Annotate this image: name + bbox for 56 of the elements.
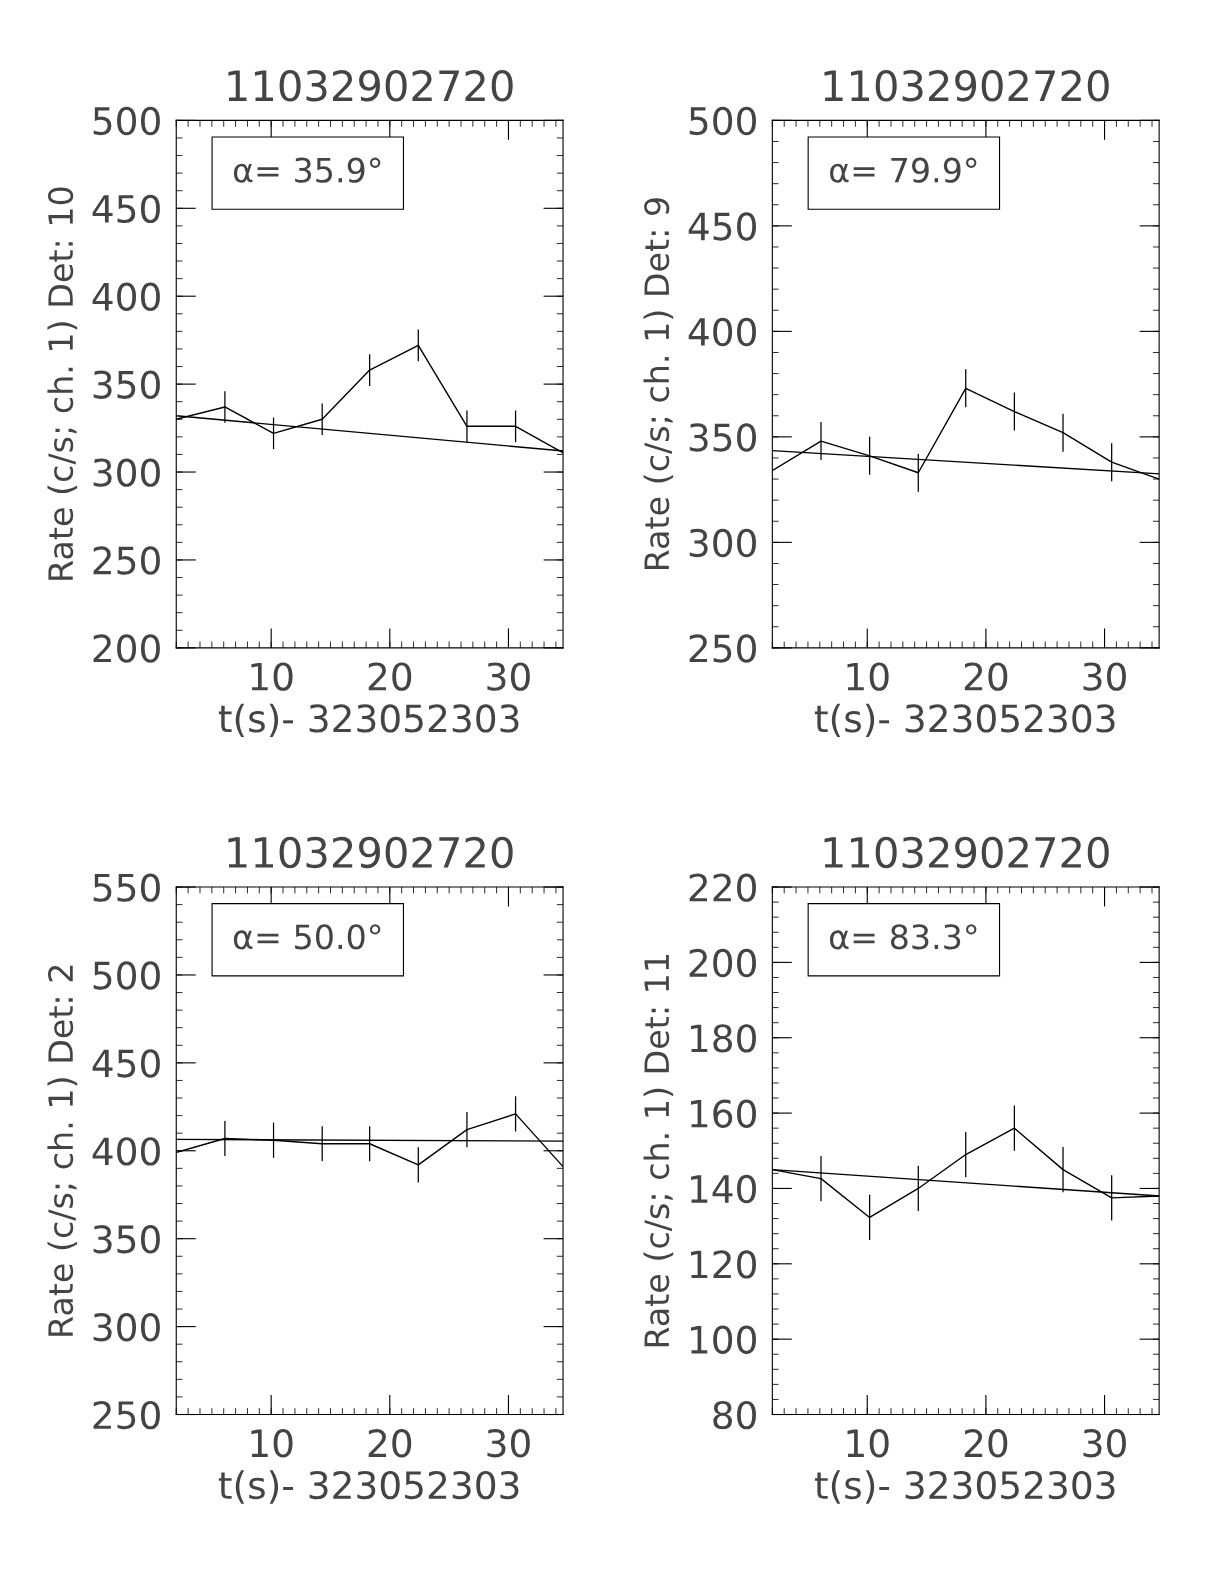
y-tick-label: 350 (93, 1225, 160, 1254)
y-axis-title: Rate (c/s; ch. 1) Det: 11 (643, 955, 674, 1347)
y-tick-label: 450 (92, 194, 160, 224)
y-tick-label: 550 (93, 873, 160, 902)
annotation: α= 79.9° (830, 157, 977, 183)
y-tick-label: 100 (691, 1325, 756, 1354)
y-tick-label: 250 (689, 634, 756, 663)
y-axis-title: Rate (c/s; ch. 1) Det: 9 (643, 198, 674, 570)
y-tick-label: 250 (93, 1400, 160, 1430)
y-tick-label: 450 (688, 212, 756, 241)
x-tick-label: 30 (1083, 662, 1126, 691)
y-tick-label: 350 (93, 370, 160, 399)
x-tick-label: 30 (487, 662, 530, 691)
chart-title: 11032902720 (228, 836, 513, 869)
y-tick-label: 220 (689, 873, 756, 902)
y-tick-label: 400 (92, 282, 160, 311)
y-tick-label: 160 (691, 1099, 756, 1128)
y-axis-title: Rate (c/s; ch. 1) Det: 2 (47, 965, 78, 1336)
annotation: α= 35.9° (233, 157, 381, 183)
y-tick-label: 120 (691, 1250, 756, 1279)
x-tick-label: 10 (847, 1429, 889, 1458)
y-tick-label: 200 (689, 948, 756, 978)
x-axis-title: t(s)- 323052303 (218, 1470, 519, 1504)
y-tick-label: 450 (92, 1049, 160, 1078)
y-tick-label: 300 (93, 458, 160, 487)
annotation: α= 83.3° (830, 924, 977, 950)
annotation: α= 50.0° (233, 924, 381, 950)
y-tick-label: 300 (93, 1313, 160, 1342)
x-tick-label: 20 (368, 1429, 412, 1458)
y-tick-label: 200 (93, 634, 160, 663)
y-tick-label: 400 (92, 1137, 160, 1166)
chart-title: 11032902720 (824, 836, 1109, 869)
y-axis-title: Rate (c/s; ch. 1) Det: 10 (47, 187, 78, 580)
x-tick-label: 20 (368, 662, 412, 691)
y-tick-label: 250 (93, 546, 160, 575)
y-tick-label: 500 (689, 106, 756, 136)
x-axis-title: t(s)- 323052303 (814, 703, 1115, 738)
x-tick-label: 20 (964, 1429, 1008, 1458)
y-tick-label: 500 (93, 961, 160, 990)
x-tick-label: 10 (847, 662, 889, 691)
x-axis-title: t(s)- 323052303 (814, 1470, 1115, 1504)
x-tick-label: 30 (487, 1429, 530, 1458)
chart-title: 11032902720 (228, 70, 513, 102)
y-tick-label: 500 (93, 106, 160, 136)
x-tick-label: 20 (964, 662, 1008, 691)
x-tick-label: 10 (251, 662, 293, 691)
y-tick-label: 300 (689, 528, 756, 558)
y-tick-label: 80 (713, 1400, 756, 1430)
x-axis-title: t(s)- 323052303 (218, 703, 519, 738)
y-tick-label: 400 (688, 317, 756, 347)
y-tick-label: 350 (689, 423, 756, 452)
y-tick-label: 140 (691, 1174, 756, 1204)
x-tick-label: 30 (1083, 1429, 1126, 1458)
chart-title: 11032902720 (824, 70, 1109, 102)
y-tick-label: 180 (691, 1024, 756, 1053)
x-tick-label: 10 (251, 1429, 293, 1458)
